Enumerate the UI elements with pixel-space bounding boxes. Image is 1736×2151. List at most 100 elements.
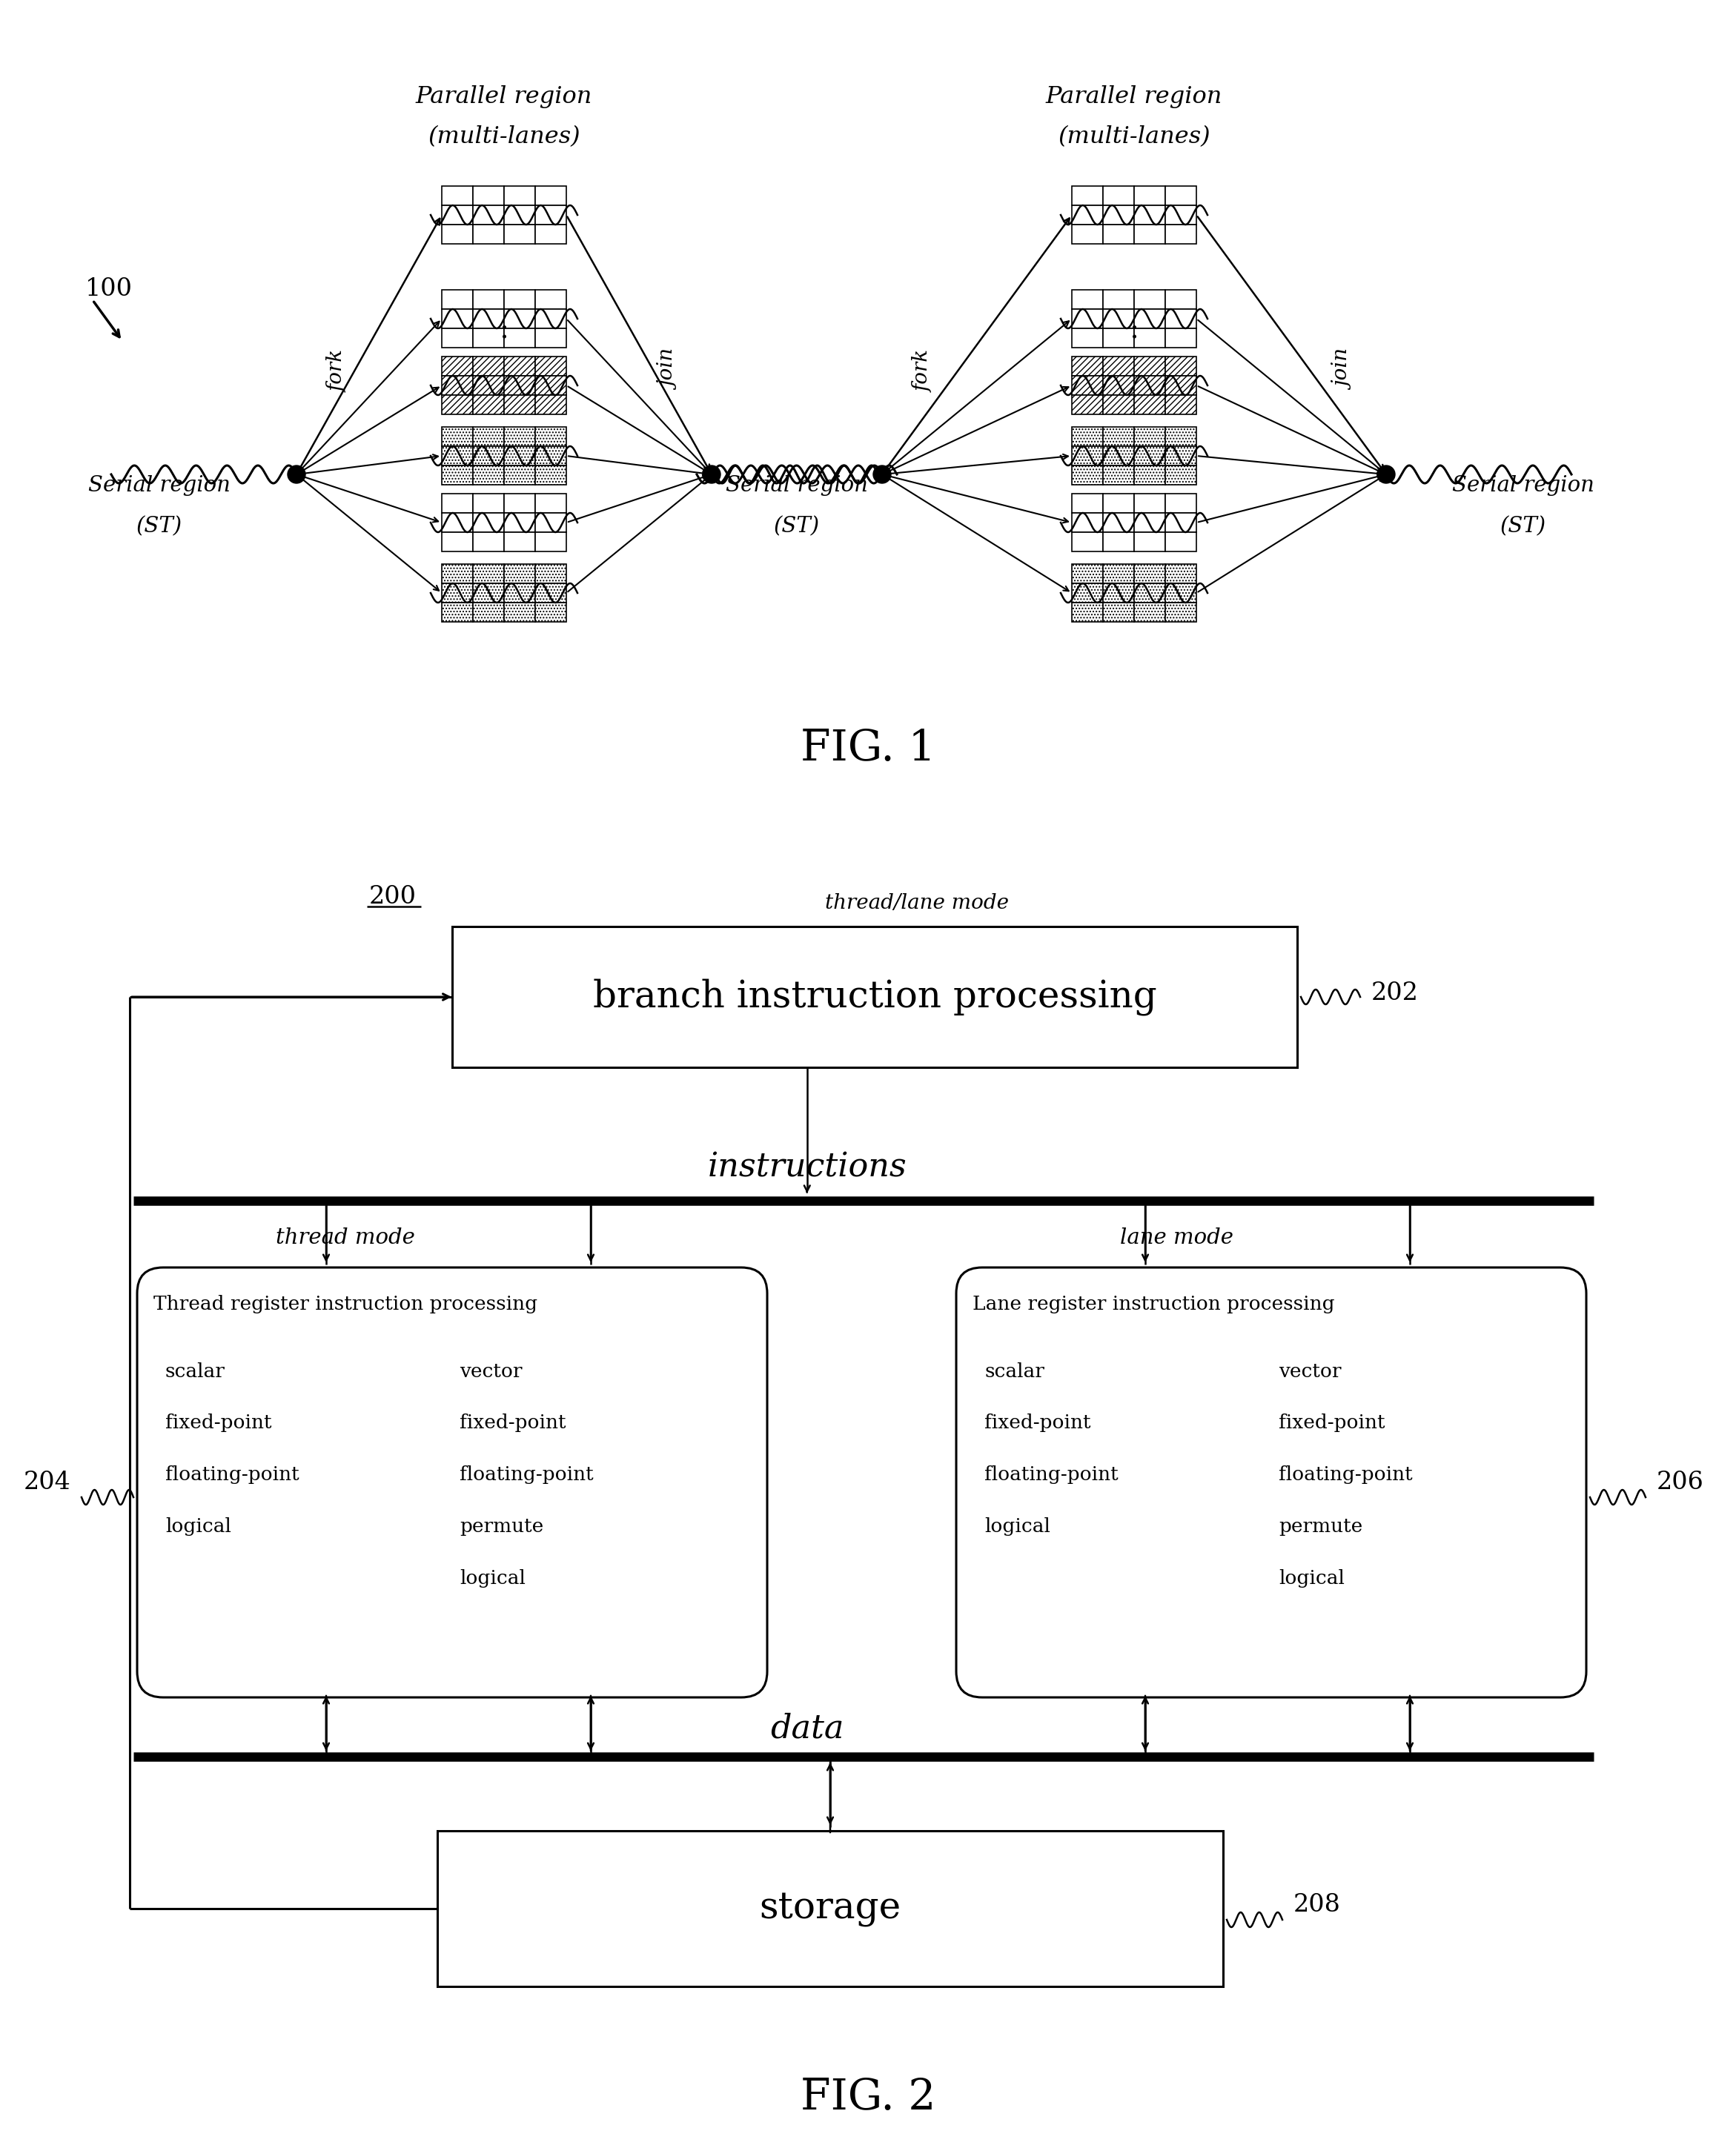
Bar — [503, 512, 535, 531]
Bar — [503, 204, 535, 224]
Bar — [503, 185, 535, 204]
Bar — [503, 493, 535, 512]
Text: branch instruction processing: branch instruction processing — [592, 979, 1156, 1015]
Bar — [535, 465, 566, 484]
Text: Thread register instruction processing: Thread register instruction processing — [153, 1295, 538, 1314]
Bar — [1102, 564, 1134, 583]
Bar — [503, 310, 535, 329]
Bar — [441, 329, 472, 348]
Text: fixed-point: fixed-point — [460, 1413, 566, 1433]
FancyBboxPatch shape — [957, 1267, 1587, 1697]
Bar — [1134, 493, 1165, 512]
Text: FIG. 1: FIG. 1 — [800, 727, 936, 770]
Bar — [441, 376, 472, 396]
Bar — [1102, 376, 1134, 396]
Bar — [535, 329, 566, 348]
Text: 206: 206 — [1656, 1471, 1705, 1495]
Circle shape — [288, 465, 306, 484]
Bar — [1165, 310, 1196, 329]
Bar — [535, 445, 566, 465]
Bar — [472, 531, 503, 551]
Circle shape — [873, 465, 891, 484]
Bar — [1165, 445, 1196, 465]
Text: (multi-lanes): (multi-lanes) — [1057, 125, 1210, 148]
Bar — [1102, 329, 1134, 348]
Bar — [1165, 204, 1196, 224]
Bar — [1071, 290, 1102, 310]
Text: storage: storage — [759, 1891, 901, 1927]
Bar — [535, 583, 566, 602]
Bar — [503, 426, 535, 445]
Text: fixed-point: fixed-point — [1279, 1413, 1385, 1433]
Bar — [472, 290, 503, 310]
Text: instructions: instructions — [708, 1151, 906, 1183]
Text: permute: permute — [1279, 1519, 1363, 1536]
Bar — [1071, 185, 1102, 204]
Bar — [1134, 426, 1165, 445]
Bar — [1102, 396, 1134, 415]
Text: logical: logical — [165, 1519, 231, 1536]
Text: :: : — [1130, 316, 1139, 344]
Bar — [441, 310, 472, 329]
Bar — [1071, 493, 1102, 512]
Text: join: join — [1335, 351, 1356, 389]
Bar — [441, 224, 472, 243]
Bar — [441, 290, 472, 310]
Bar — [441, 357, 472, 376]
Text: Lane register instruction processing: Lane register instruction processing — [972, 1295, 1335, 1314]
Bar — [503, 445, 535, 465]
Bar — [472, 465, 503, 484]
Bar — [472, 376, 503, 396]
Bar — [503, 396, 535, 415]
Bar — [1071, 376, 1102, 396]
Bar — [1071, 224, 1102, 243]
Text: logical: logical — [460, 1570, 526, 1587]
Bar — [1071, 329, 1102, 348]
Bar — [1071, 602, 1102, 622]
Bar — [441, 493, 472, 512]
Bar — [472, 426, 503, 445]
Bar — [441, 583, 472, 602]
Bar — [472, 512, 503, 531]
Bar — [535, 493, 566, 512]
Bar — [1071, 396, 1102, 415]
Text: logical: logical — [1279, 1570, 1344, 1587]
Bar — [1102, 357, 1134, 376]
Bar — [503, 376, 535, 396]
Bar — [535, 290, 566, 310]
Bar — [535, 310, 566, 329]
Bar — [472, 185, 503, 204]
Text: :: : — [500, 316, 509, 344]
Bar — [1071, 445, 1102, 465]
Text: 208: 208 — [1293, 1893, 1340, 1917]
Bar — [1134, 564, 1165, 583]
Bar — [535, 602, 566, 622]
Bar — [535, 357, 566, 376]
Bar — [1071, 512, 1102, 531]
Bar — [1102, 602, 1134, 622]
Text: Parallel region: Parallel region — [1045, 84, 1222, 108]
Text: fork: fork — [328, 348, 347, 391]
Text: (ST): (ST) — [137, 516, 182, 536]
Bar — [503, 531, 535, 551]
Bar — [472, 445, 503, 465]
Text: floating-point: floating-point — [1279, 1465, 1413, 1484]
Text: join: join — [661, 351, 681, 389]
Bar — [1102, 310, 1134, 329]
Bar — [1134, 204, 1165, 224]
Text: 200: 200 — [370, 884, 417, 908]
Bar — [472, 310, 503, 329]
Text: (multi-lanes): (multi-lanes) — [427, 125, 580, 148]
Bar — [441, 445, 472, 465]
Bar — [1134, 310, 1165, 329]
Text: Serial region: Serial region — [1451, 475, 1594, 497]
Bar — [441, 531, 472, 551]
Bar — [472, 329, 503, 348]
Bar — [441, 396, 472, 415]
Bar — [1134, 602, 1165, 622]
Bar — [1102, 290, 1134, 310]
Text: fork: fork — [913, 348, 932, 391]
Bar — [472, 493, 503, 512]
Bar — [503, 224, 535, 243]
Circle shape — [703, 465, 720, 484]
